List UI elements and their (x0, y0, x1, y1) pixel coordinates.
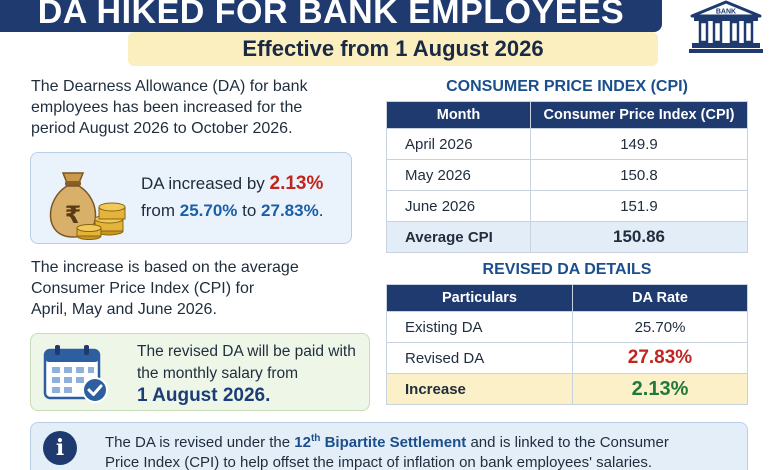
sentence-end: . (318, 201, 324, 220)
month-cell: April 2026 (386, 128, 531, 160)
da-range-line: from 25.70% to 27.83%. (141, 201, 323, 221)
intro-line: employees has been increased for the (31, 99, 303, 116)
basis-line: The increase is based on the average (31, 259, 299, 276)
cpi-section-title: Consumer Price Index (CPI) (446, 78, 688, 95)
cpi-cell: 151.9 (530, 190, 748, 222)
particular-cell: Existing DA (386, 311, 573, 343)
payment-card: The revised DA will be paid with the mon… (30, 333, 370, 411)
title-banner: DA Hiked for Bank Employees (0, 0, 662, 32)
info-note: i The DA is revised under the 12th Bipar… (30, 422, 748, 470)
intro-paragraph: The Dearness Allowance (DA) for bank emp… (31, 76, 351, 139)
rate-cell: 27.83% (572, 342, 748, 374)
increase-value: 2.13% (631, 377, 689, 400)
rate-cell: 2.13% (572, 373, 748, 405)
basis-line: Consumer Price Index (CPI) for (31, 280, 255, 297)
cpi-table: Month Consumer Price Index (CPI) April 2… (386, 101, 748, 253)
da-increase-line: DA increased by 2.13% (141, 173, 323, 195)
ordinal-number: 12 (294, 434, 311, 451)
da-increase-card: ₹ DA increased by 2.13% from 25.70% to 2… (30, 152, 352, 244)
column-header-cpi: Consumer Price Index (CPI) (530, 101, 748, 129)
info-text: The DA is revised under the 12th Biparti… (105, 429, 735, 470)
info-line: Price Index (CPI) to help offset the imp… (105, 454, 653, 470)
money-bag-icon: ₹ (49, 172, 126, 240)
table-row: June 2026 151.9 (386, 190, 748, 222)
bank-icon: BANK (689, 0, 763, 53)
subtitle-banner: Effective from 1 August 2026 (128, 32, 658, 66)
payment-line: The revised DA will be paid with (137, 343, 356, 360)
basis-paragraph: The increase is based on the average Con… (31, 257, 351, 320)
da-prefix: DA increased by (141, 174, 270, 193)
new-da-rate: 27.83% (261, 201, 319, 220)
table-row: May 2026 150.8 (386, 159, 748, 191)
intro-line: period August 2026 to October 2026. (31, 120, 293, 137)
page-subtitle: Effective from 1 August 2026 (242, 36, 544, 61)
from-word: from (141, 201, 180, 220)
average-cpi-label: Average CPI (386, 221, 531, 253)
cpi-cell: 149.9 (530, 128, 748, 160)
da-increase-value: 2.13% (269, 173, 324, 194)
payment-start-date: 1 August 2026. (137, 385, 271, 406)
svg-text:₹: ₹ (65, 201, 82, 229)
intro-line: The Dearness Allowance (DA) for bank (31, 78, 308, 95)
bank-icon-label: BANK (716, 9, 736, 16)
increase-label: Increase (386, 373, 573, 405)
month-cell: June 2026 (386, 190, 531, 222)
increase-row: Increase 2.13% (386, 373, 748, 405)
page-title: DA Hiked for Bank Employees (37, 0, 625, 31)
payment-line: the monthly salary from (137, 365, 299, 382)
particular-cell: Revised DA (386, 342, 573, 374)
cpi-cell: 150.8 (530, 159, 748, 191)
average-cpi-value: 150.86 (530, 221, 748, 253)
basis-line: April, May and June 2026. (31, 301, 217, 318)
column-header-month: Month (386, 101, 531, 129)
table-row: Existing DA 25.70% (386, 311, 748, 343)
old-da-rate: 25.70% (179, 201, 238, 220)
calendar-check-icon (43, 345, 108, 403)
revised-da-value: 27.83% (627, 347, 693, 368)
table-row: April 2026 149.9 (386, 128, 748, 160)
info-text-end: and is linked to the Consumer (466, 434, 669, 451)
table-header-row: Month Consumer Price Index (CPI) (386, 101, 748, 129)
settlement-name: 12th Bipartite Settlement (294, 433, 467, 451)
month-cell: May 2026 (386, 159, 531, 191)
da-section-title: Revised DA Details (482, 261, 652, 278)
rate-cell: 25.70% (572, 311, 748, 343)
info-icon: i (43, 431, 77, 465)
column-header-da-rate: DA Rate (572, 284, 748, 312)
info-line: The DA is revised under the 12th Biparti… (105, 429, 735, 453)
table-header-row: Particulars DA Rate (386, 284, 748, 312)
info-text-start: The DA is revised under the (105, 434, 295, 451)
da-details-table: Particulars DA Rate Existing DA 25.70% R… (386, 284, 748, 405)
column-header-particulars: Particulars (386, 284, 573, 312)
average-cpi-row: Average CPI 150.86 (386, 221, 748, 253)
table-row: Revised DA 27.83% (386, 342, 748, 374)
ordinal-suffix: th (310, 433, 321, 444)
to-word: to (237, 201, 262, 220)
settlement-label: Bipartite Settlement (320, 434, 467, 451)
